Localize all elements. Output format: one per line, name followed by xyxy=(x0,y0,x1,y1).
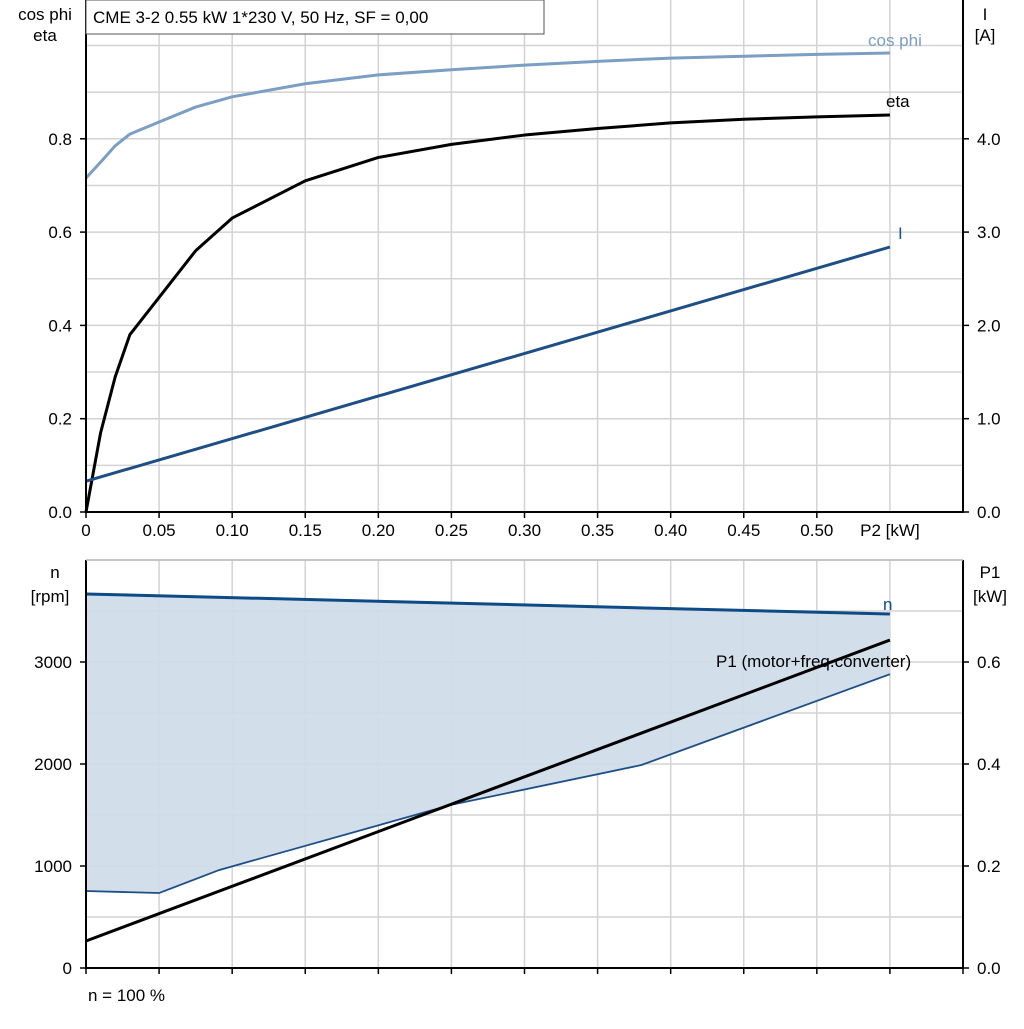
y-axis-label-right: I xyxy=(983,5,988,24)
y-axis-label-right: [kW] xyxy=(973,587,1007,606)
y-axis-label-right: [A] xyxy=(975,26,996,45)
labels: 0 0.05 0.10 0.15 0.20 0.25 0.30 0.35 0.40 0.45 0.5… xyxy=(18,5,1007,978)
speed-range-area xyxy=(86,593,890,894)
min-speed-line xyxy=(85,673,891,894)
chart-title: CME 3-2 0.55 kW 1*230 V, 50 Hz, SF = 0,0… xyxy=(93,8,428,27)
y-tick-label-right: 4.0 xyxy=(977,130,1001,149)
y-axis-label-left: [rpm] xyxy=(31,587,70,606)
y-tick-label-left: 2000 xyxy=(34,755,72,774)
cos-phi-line xyxy=(84,51,890,179)
y-tick-label-left: 0.8 xyxy=(48,130,72,149)
x-tick-label: 0.05 xyxy=(143,521,176,540)
x-tick-label: 0.25 xyxy=(435,521,468,540)
y-tick-label-right: 0.2 xyxy=(977,857,1001,876)
y-tick-label-left: 0.2 xyxy=(48,410,72,429)
chart-marks xyxy=(84,51,891,943)
p1-line xyxy=(85,638,891,943)
title-box xyxy=(85,0,545,35)
y-tick-label-right: 1.0 xyxy=(977,410,1001,429)
cos-phi-curve-label: cos phi xyxy=(868,31,922,50)
y-tick-label-left: 0.4 xyxy=(48,316,72,335)
x-tick-label: 0.15 xyxy=(289,521,322,540)
eta-line xyxy=(84,113,890,513)
y-axis-label-left: n xyxy=(50,563,59,582)
x-tick-label: 0.40 xyxy=(654,521,687,540)
y-axis-label-left: cos phi xyxy=(18,5,72,24)
x-tick-label: 0 xyxy=(81,521,90,540)
current-curve-label: I xyxy=(898,224,903,243)
x-tick-label: 0.45 xyxy=(727,521,760,540)
n-curve-label: n xyxy=(883,595,892,614)
y-tick-label-right: 0.4 xyxy=(977,755,1001,774)
y-tick-label-right: 0.6 xyxy=(977,653,1001,672)
y-tick-label-right: 2.0 xyxy=(977,316,1001,335)
current-line xyxy=(85,245,891,483)
footer-note: n = 100 % xyxy=(88,986,165,1005)
y-tick-label-right: 3.0 xyxy=(977,223,1001,242)
y-axis-label-right: P1 xyxy=(980,563,1001,582)
y-tick-label-left: 0 xyxy=(63,959,72,978)
x-tick-label: 0.35 xyxy=(581,521,614,540)
y-tick-label-left: 0.0 xyxy=(48,503,72,522)
y-tick-label-left: 1000 xyxy=(34,857,72,876)
top-grid xyxy=(86,0,964,512)
p1-curve-label: P1 (motor+freq.converter) xyxy=(716,652,911,671)
eta-curve-label: eta xyxy=(886,92,910,111)
y-axis-label-left: eta xyxy=(33,26,57,45)
x-axis-label: P2 [kW] xyxy=(860,521,920,540)
y-tick-label-left: 0.6 xyxy=(48,223,72,242)
x-tick-label: 0.30 xyxy=(508,521,541,540)
x-tick-label: 0.10 xyxy=(216,521,249,540)
x-tick-label: 0.20 xyxy=(362,521,395,540)
x-tick-label: 0.50 xyxy=(800,521,833,540)
n-line xyxy=(85,592,890,616)
y-tick-label-right: 0.0 xyxy=(977,959,1001,978)
y-tick-label-left: 3000 xyxy=(34,653,72,672)
y-tick-label-right: 0.0 xyxy=(977,503,1001,522)
axes xyxy=(80,0,969,974)
